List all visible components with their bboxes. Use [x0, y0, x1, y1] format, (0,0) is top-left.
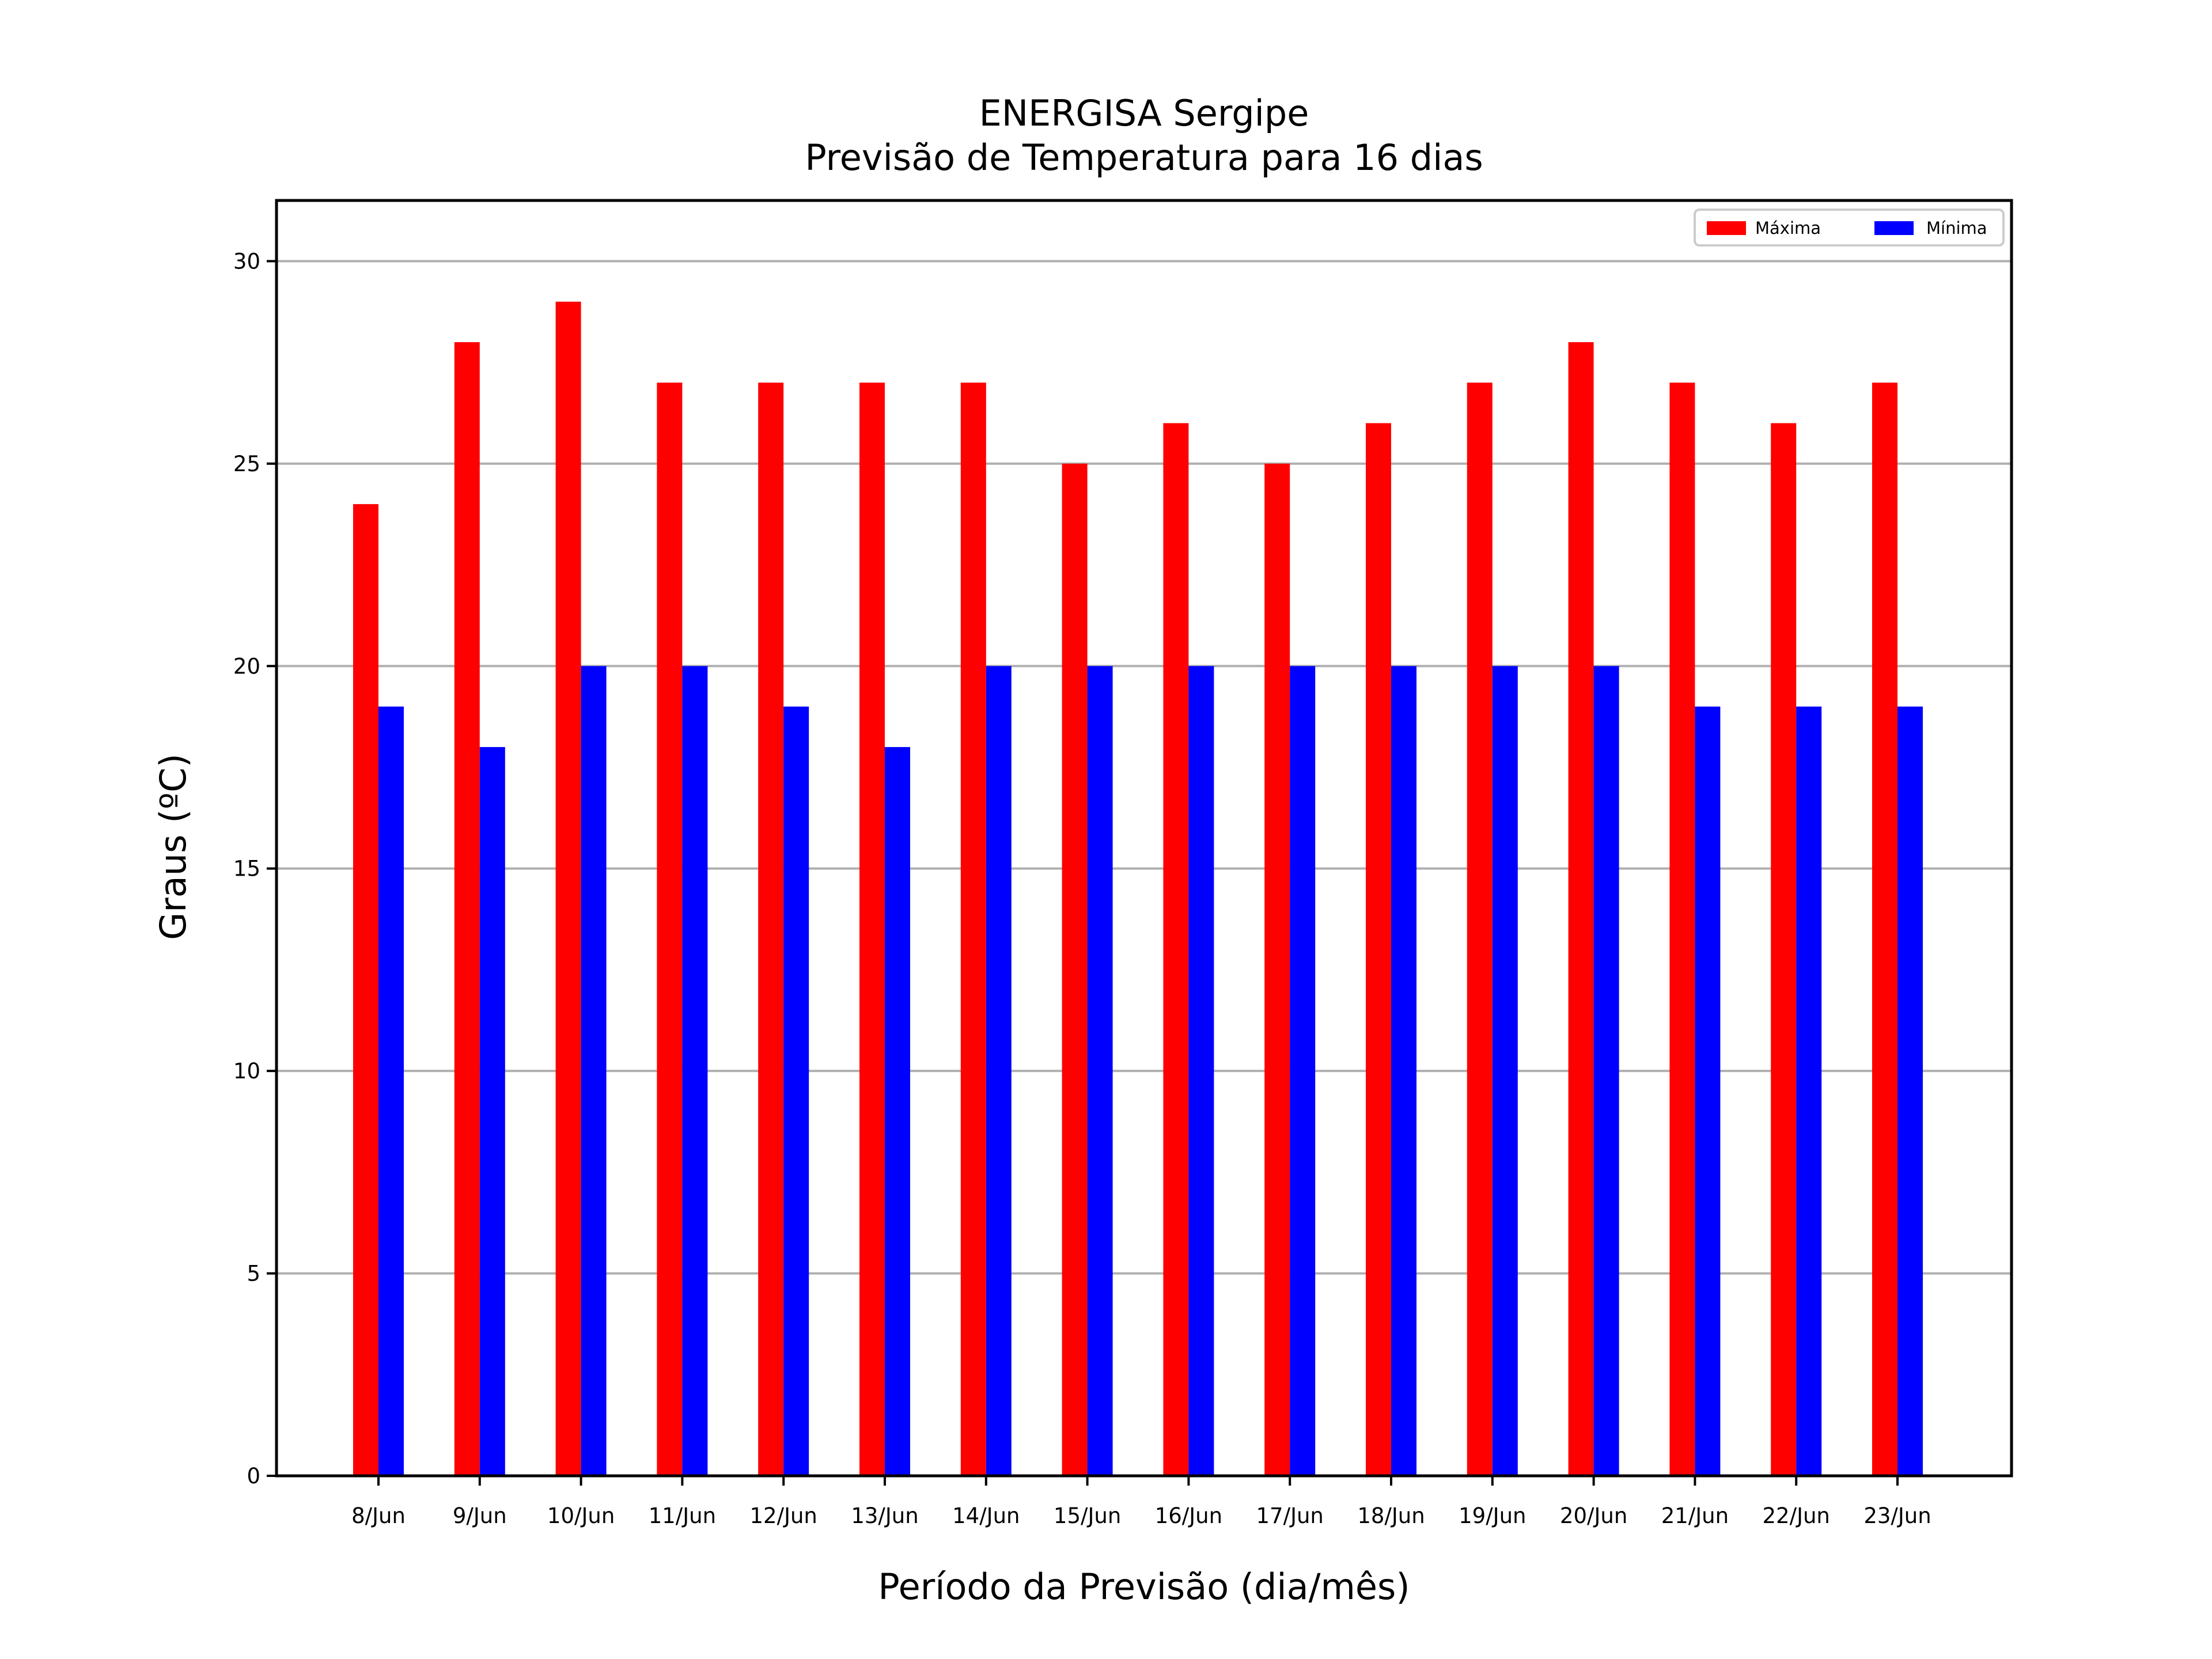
x-tick-label: 17/Jun — [1256, 1503, 1324, 1528]
x-tick-label: 20/Jun — [1560, 1503, 1627, 1528]
x-tick-label: 21/Jun — [1661, 1503, 1729, 1528]
bar-maxima-21-jun — [1669, 382, 1695, 1476]
chart-title: ENERGISA Sergipe — [979, 92, 1309, 134]
bar-minima-14-jun — [986, 666, 1012, 1476]
bar-minima-23-jun — [1897, 706, 1923, 1476]
y-tick-label: 0 — [247, 1464, 260, 1488]
y-tick-label: 20 — [233, 654, 260, 679]
bar-maxima-11-jun — [657, 382, 683, 1476]
x-tick-label: 10/Jun — [547, 1503, 615, 1528]
bar-minima-9-jun — [479, 747, 505, 1476]
y-axis-label: Graus (ºC) — [152, 753, 194, 940]
legend-swatch-minima — [1874, 221, 1914, 235]
bar-minima-19-jun — [1492, 666, 1518, 1476]
bar-maxima-15-jun — [1062, 463, 1088, 1476]
bar-minima-12-jun — [783, 706, 809, 1476]
bar-minima-15-jun — [1087, 666, 1113, 1476]
x-tick-label: 18/Jun — [1357, 1503, 1425, 1528]
bar-maxima-20-jun — [1568, 342, 1594, 1476]
bar-maxima-12-jun — [758, 382, 784, 1476]
x-tick-label: 15/Jun — [1054, 1503, 1121, 1528]
y-axis-ticks: 0 5 10 15 20 25 30 — [233, 249, 276, 1488]
x-tick-label: 19/Jun — [1459, 1503, 1526, 1528]
bar-minima-18-jun — [1391, 666, 1416, 1476]
legend: Máxima Mínima — [1694, 209, 2005, 247]
x-tick-label: 9/Jun — [453, 1503, 507, 1528]
x-tick-label: 13/Jun — [851, 1503, 918, 1528]
legend-box — [1694, 209, 2005, 247]
legend-swatch-maxima — [1707, 221, 1746, 235]
x-tick-label: 8/Jun — [351, 1503, 406, 1528]
y-tick-label: 15 — [233, 857, 260, 881]
x-axis-label: Período da Previsão (dia/mês) — [878, 1566, 1410, 1608]
x-axis-ticks: 8/Jun 9/Jun 10/Jun 11/Jun 12/Jun 13/Jun 14/Jun… — [351, 1476, 1931, 1528]
bar-minima-10-jun — [581, 666, 607, 1476]
plot-frame — [275, 199, 2013, 1478]
bar-maxima-18-jun — [1366, 423, 1391, 1476]
x-tick-label: 22/Jun — [1763, 1503, 1830, 1528]
y-tick-label: 5 — [247, 1262, 260, 1286]
bar-minima-17-jun — [1290, 666, 1316, 1476]
bar-maxima-9-jun — [454, 342, 480, 1476]
bar-minima-20-jun — [1593, 666, 1619, 1476]
bar-maxima-16-jun — [1163, 423, 1189, 1476]
bar-minima-16-jun — [1188, 666, 1214, 1476]
bar-minima-8-jun — [378, 706, 404, 1476]
bar-minima-13-jun — [885, 747, 910, 1476]
bar-maxima-23-jun — [1872, 382, 1897, 1476]
bar-maxima-13-jun — [859, 382, 885, 1476]
bar-maxima-8-jun — [353, 504, 378, 1476]
bar-minima-11-jun — [682, 666, 708, 1476]
bar-maxima-22-jun — [1771, 423, 1797, 1476]
bar-maxima-14-jun — [960, 382, 986, 1476]
x-tick-label: 14/Jun — [952, 1503, 1020, 1528]
bar-maxima-10-jun — [555, 301, 581, 1476]
bar-minima-21-jun — [1695, 706, 1721, 1476]
legend-label-maxima: Máxima — [1755, 218, 1821, 238]
x-tick-label: 11/Jun — [649, 1503, 716, 1528]
x-tick-label: 12/Jun — [750, 1503, 817, 1528]
y-tick-label: 30 — [233, 249, 260, 274]
y-tick-label: 10 — [233, 1059, 260, 1084]
y-tick-label: 25 — [233, 452, 260, 476]
bar-maxima-17-jun — [1264, 463, 1290, 1476]
bars — [353, 301, 1923, 1476]
bar-minima-22-jun — [1796, 706, 1822, 1476]
legend-label-minima: Mínima — [1926, 218, 1987, 238]
bar-maxima-19-jun — [1467, 382, 1493, 1476]
chart-subtitle: Previsão de Temperatura para 16 dias — [805, 137, 1483, 179]
x-tick-label: 16/Jun — [1155, 1503, 1222, 1528]
x-tick-label: 23/Jun — [1863, 1503, 1931, 1528]
